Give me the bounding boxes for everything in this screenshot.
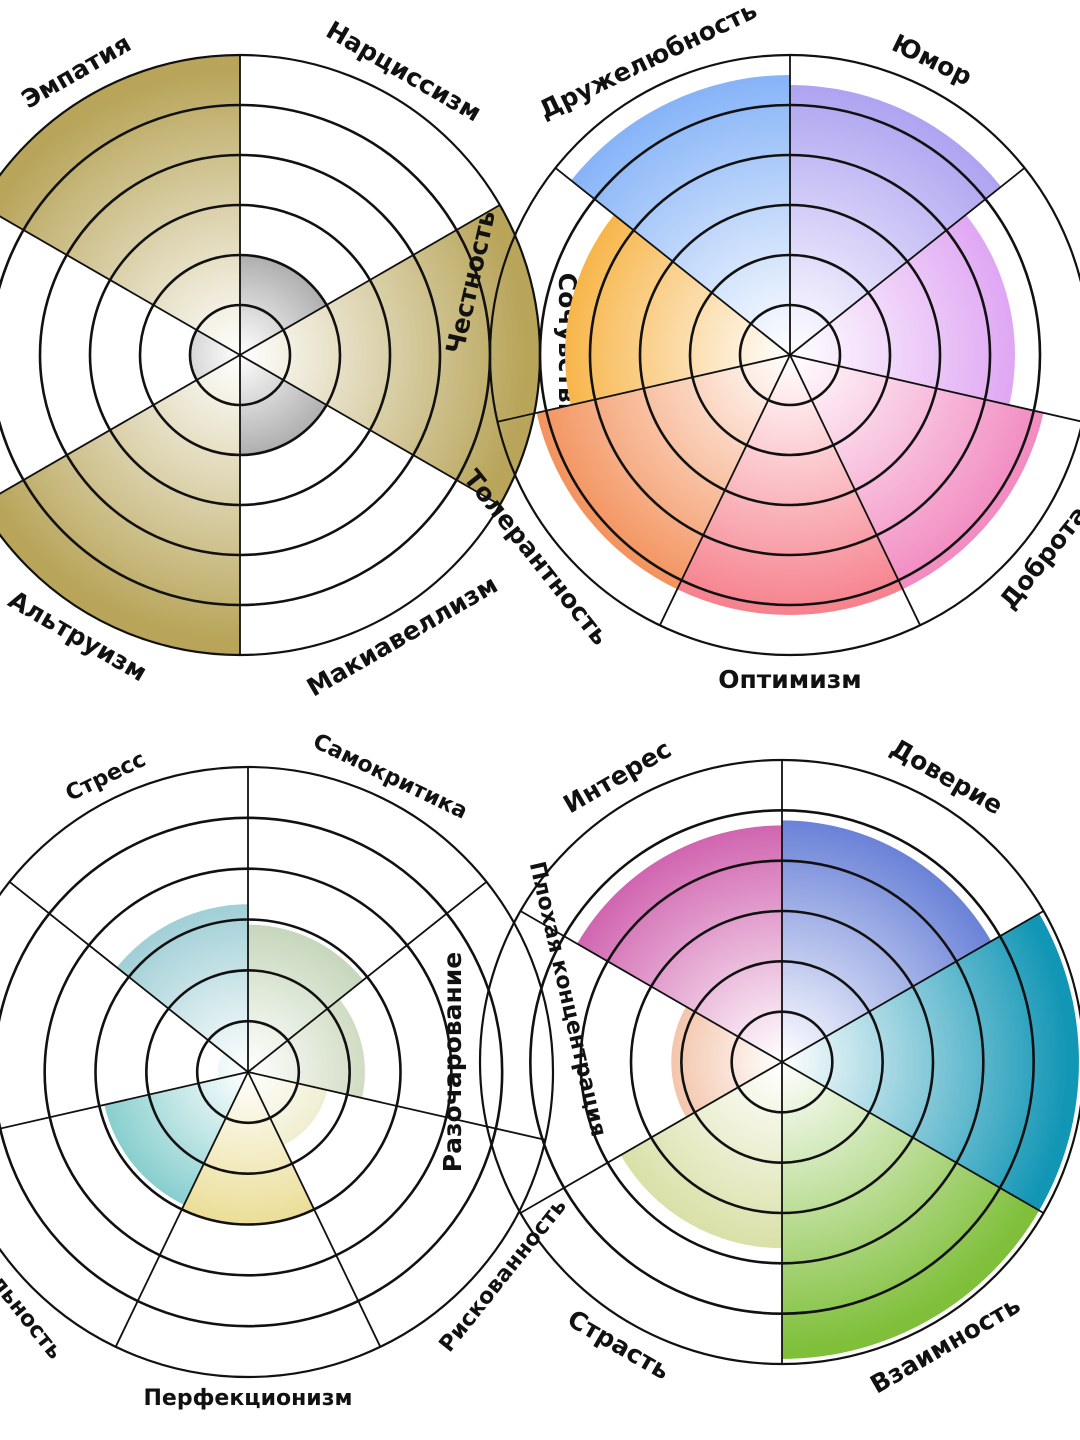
- sector-fill: [571, 75, 790, 355]
- sector-fill: [217, 1052, 248, 1079]
- sector-label: Самокритика: [309, 729, 471, 824]
- sector-fill: [577, 825, 782, 1062]
- sector-label: Оптимизм: [718, 665, 861, 694]
- sector-divider: [0, 1071, 249, 1130]
- sector-divider: [789, 354, 1080, 423]
- sector-divider: [659, 354, 791, 626]
- sector-fill: [782, 913, 1079, 1211]
- sector-divider: [247, 1071, 382, 1348]
- sector-fill: [782, 820, 992, 1062]
- sector-label: Доброта: [994, 500, 1080, 615]
- sector-fill: [248, 1072, 328, 1146]
- sector-fill: [677, 355, 903, 615]
- sector-fill: [116, 904, 248, 1072]
- sector-label: Макиавеллизм: [302, 570, 503, 703]
- sector-label: Нарциссизм: [321, 15, 486, 127]
- sector-label: Юмор: [888, 28, 977, 91]
- sector-fill: [782, 1062, 1040, 1359]
- sector-divider: [239, 204, 501, 356]
- sector-fill: [0, 355, 240, 655]
- sector-label: Разочарование: [438, 952, 467, 1172]
- wheel-relationship-traits: ДовериеБлагодарностьВзаимностьСтрастьРаз…: [438, 733, 1080, 1399]
- sector-fill: [790, 85, 1002, 355]
- sector-divider: [554, 167, 791, 356]
- sector-divider: [0, 215, 241, 356]
- sector-fill: [104, 1072, 248, 1205]
- sector-divider: [520, 910, 783, 1063]
- sector-divider: [781, 1061, 1044, 1214]
- sector-label: Доверие: [886, 733, 1008, 820]
- sector-divider: [8, 881, 249, 1073]
- sector-divider: [247, 881, 488, 1073]
- sector-divider: [0, 354, 241, 495]
- sector-divider: [239, 354, 501, 506]
- sector-fill: [671, 1006, 782, 1118]
- sector-fill: [0, 55, 240, 355]
- sector-divider: [114, 1071, 249, 1348]
- sector-divider: [520, 1061, 783, 1214]
- sector-label: Плохая концентрация: [524, 859, 611, 1139]
- sector-label: Мечтательность: [0, 1187, 67, 1365]
- sector-label: Интерес: [558, 734, 676, 819]
- sector-divider: [781, 910, 1044, 1063]
- sector-label: Перфекционизм: [144, 1386, 353, 1411]
- sector-divider: [789, 167, 1026, 356]
- sector-divider: [497, 354, 791, 423]
- sector-divider: [247, 1071, 546, 1141]
- wheel-dark-triad: НарциссизмСочувствиеМакиавеллизмАльтруиз…: [0, 15, 582, 702]
- sector-fill: [790, 214, 1016, 406]
- sector-fill: [190, 330, 240, 380]
- sector-fill: [248, 999, 365, 1099]
- sector-label: Стресс: [62, 747, 150, 807]
- sector-divider: [789, 354, 921, 626]
- sector-fill: [181, 1072, 315, 1225]
- sector-fill: [564, 214, 790, 406]
- sector-fill: [248, 924, 364, 1072]
- sector-fill: [620, 1062, 782, 1249]
